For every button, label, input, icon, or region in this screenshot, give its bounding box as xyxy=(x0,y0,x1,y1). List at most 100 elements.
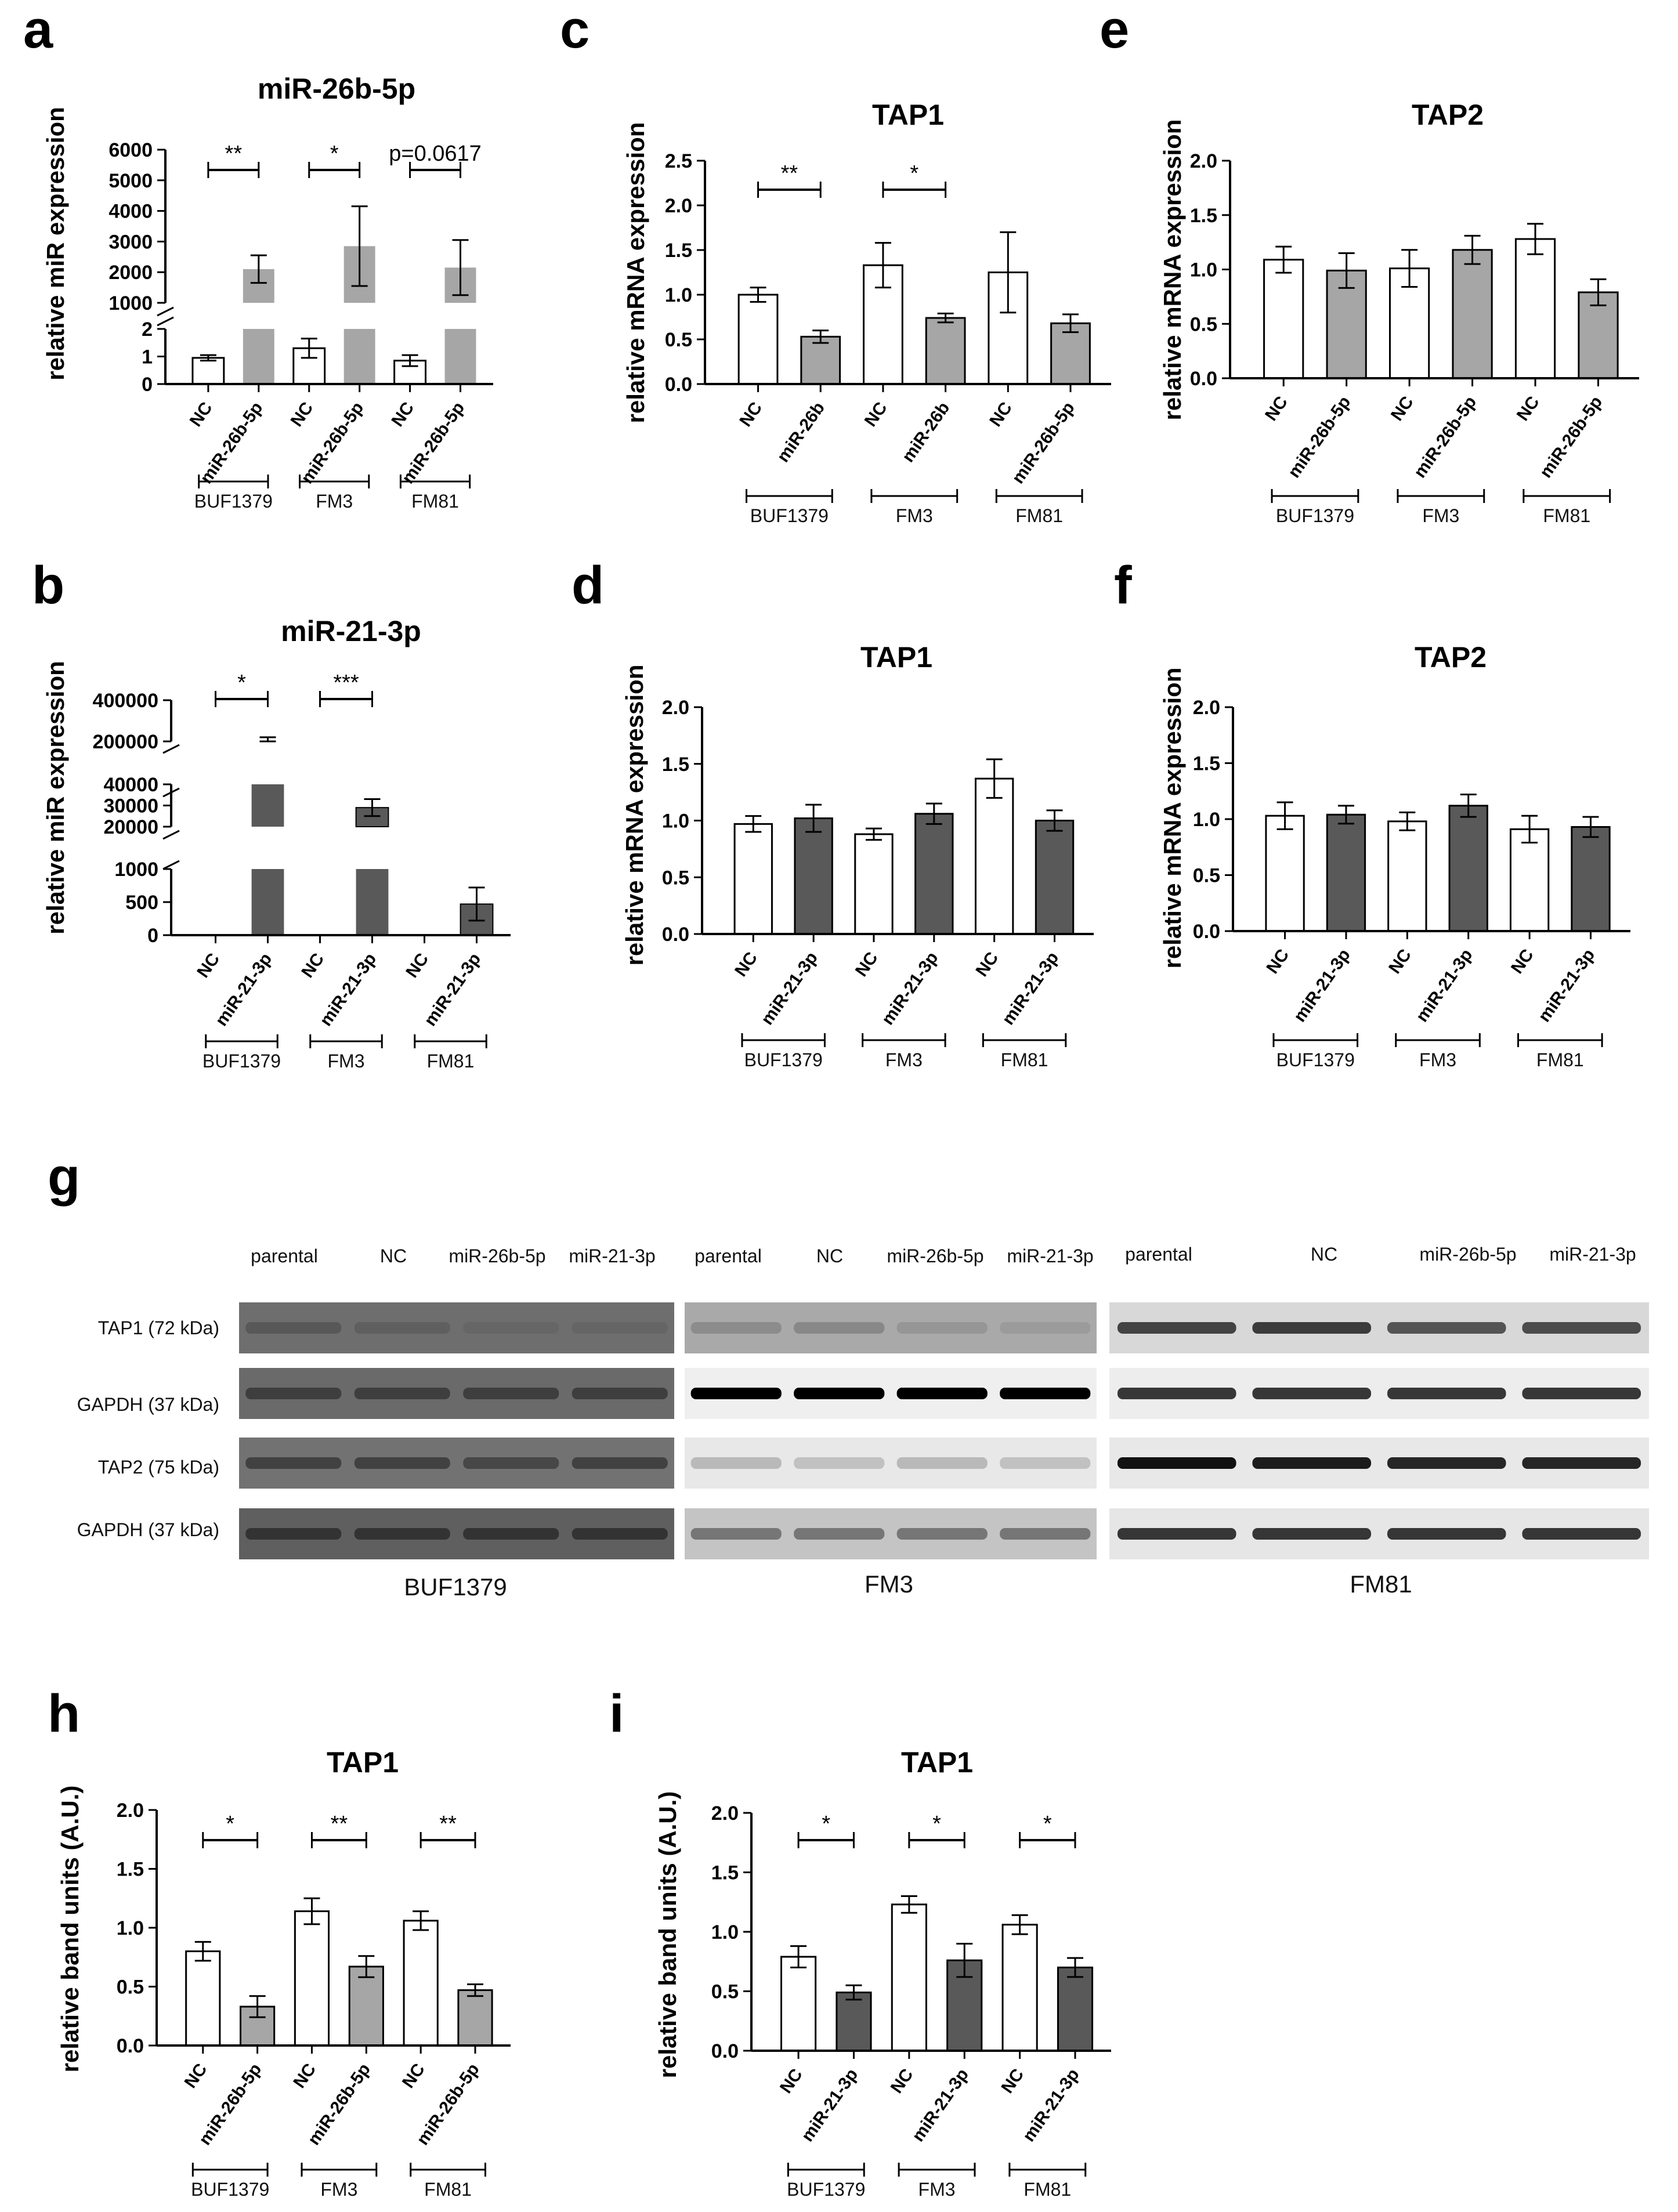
panel-label-b: b xyxy=(32,556,64,615)
significance-label: * xyxy=(822,1812,830,1836)
significance-label: ** xyxy=(781,161,798,186)
y-tick-label: 400000 xyxy=(93,690,158,712)
bar xyxy=(925,317,966,385)
group-label: BUF1379 xyxy=(750,505,829,526)
y-tick-label: 1.5 xyxy=(1190,205,1217,227)
chart-c: 0.0 0.5 1.0 1.5 2.0 2.5 TAP1 relative mRNA expr… xyxy=(622,99,1111,526)
axis-break-mark xyxy=(162,787,180,798)
bar xyxy=(1571,826,1611,932)
group-label: BUF1379 xyxy=(787,2179,865,2200)
y-tick-label: 0 xyxy=(147,925,158,947)
chart-a: 0 1 2 1000 2000 3000 4000 5000 6000 miR-26b-5p rel… xyxy=(42,73,493,512)
y-tick-label: 0.5 xyxy=(662,867,689,889)
y-tick-label: 2 xyxy=(142,318,153,341)
axis-break-mark xyxy=(157,316,174,327)
group-label: FM81 xyxy=(1024,2179,1071,2200)
blot-band xyxy=(1252,1457,1372,1469)
y-tick-label: 1000 xyxy=(114,859,158,881)
y-tick-label: 0.5 xyxy=(665,329,692,351)
bar xyxy=(251,784,284,827)
y-axis-label: relative mRNA expression xyxy=(1159,120,1186,421)
x-tick-label: miR-26b-5p xyxy=(1008,399,1079,487)
x-tick-label: NC xyxy=(399,2060,429,2091)
group-label: BUF1379 xyxy=(744,1049,823,1070)
x-tick-label: NC xyxy=(1507,946,1538,977)
y-tick-label: 2.0 xyxy=(1190,150,1217,172)
y-tick-label: 1.5 xyxy=(665,240,692,262)
blot-band xyxy=(1000,1388,1091,1399)
y-tick-label: 1.5 xyxy=(662,754,689,776)
y-tick-label: 2.0 xyxy=(662,697,689,719)
group-label: FM81 xyxy=(424,2179,472,2200)
y-axis-label: relative mRNA expression xyxy=(1159,668,1186,969)
bar xyxy=(1263,259,1304,379)
axis-break-mark xyxy=(162,860,180,870)
x-tick-label: miR-26b xyxy=(898,399,953,466)
y-axis-label: relative band units (A.U.) xyxy=(654,1791,681,2079)
y-tick-label: 1.0 xyxy=(665,284,692,306)
x-tick-label: miR-26b-5p xyxy=(1285,393,1355,482)
bar xyxy=(243,329,274,384)
x-tick-label: miR-21-3p xyxy=(909,2065,972,2145)
y-axis-label: relative miR expression xyxy=(42,107,69,381)
x-tick-label: NC xyxy=(388,399,418,430)
group-label: FM81 xyxy=(1536,1049,1584,1070)
significance-label: * xyxy=(237,671,246,695)
chart-title: TAP2 xyxy=(1412,99,1484,131)
y-tick-label: 0.0 xyxy=(117,2035,144,2057)
x-tick-label: NC xyxy=(1263,946,1293,977)
x-tick-label: NC xyxy=(193,950,223,981)
blot-band xyxy=(1000,1528,1091,1540)
x-tick-label: NC xyxy=(287,399,317,430)
blot-band xyxy=(463,1457,559,1469)
blot-band xyxy=(1117,1388,1236,1399)
y-tick-label: 1.5 xyxy=(711,1862,739,1884)
blot-band xyxy=(1117,1322,1236,1334)
blot-band xyxy=(1522,1322,1641,1334)
lane-label: parental xyxy=(251,1246,318,1266)
bar xyxy=(343,329,375,384)
axis-break-mark xyxy=(162,830,180,840)
blot-band xyxy=(245,1322,342,1334)
bar xyxy=(914,813,954,935)
y-axis-label: relative mRNA expression xyxy=(622,122,649,423)
y-tick-label: 0.0 xyxy=(1193,921,1220,943)
significance-label: * xyxy=(932,1812,941,1836)
western-blot: parental NC miR-26b-5p miR-21-3p parenta… xyxy=(77,1244,1649,1601)
blot-band xyxy=(354,1457,450,1469)
chart-e: 0.0 0.5 1.0 1.5 2.0 TAP2 relative mRNA express… xyxy=(1159,99,1639,526)
y-tick-label: 0.0 xyxy=(711,2040,739,2062)
y-tick-label: 0.5 xyxy=(117,1976,144,1999)
x-tick-label: miR-21-3p xyxy=(878,948,942,1029)
bar xyxy=(891,1903,927,2052)
panel-label-h: h xyxy=(48,1684,80,1743)
y-tick-label: 1000 xyxy=(109,292,153,314)
bar xyxy=(733,823,773,935)
blot-band xyxy=(1117,1528,1236,1540)
y-tick-label: 200000 xyxy=(93,731,158,753)
x-tick-label: miR-21-3p xyxy=(999,948,1062,1029)
bar xyxy=(251,869,284,935)
y-tick-label: 30000 xyxy=(103,795,158,817)
y-tick-label: 20000 xyxy=(103,816,158,838)
y-tick-label: 0 xyxy=(142,374,153,396)
blot-band xyxy=(690,1322,782,1334)
y-tick-label: 1.5 xyxy=(117,1859,144,1881)
bar xyxy=(1448,805,1488,932)
x-tick-label: NC xyxy=(736,399,766,430)
y-tick-label: 0.5 xyxy=(1193,865,1220,887)
blot-band xyxy=(1387,1457,1506,1469)
y-axis-label: relative mRNA expression xyxy=(621,665,648,966)
blot-band xyxy=(354,1528,450,1540)
x-tick-label: miR-26b-5p xyxy=(1411,393,1481,482)
x-tick-label: miR-26b xyxy=(773,399,829,466)
x-tick-label: miR-21-3p xyxy=(1019,2065,1083,2145)
y-tick-label: 1.0 xyxy=(1190,259,1217,281)
bar xyxy=(1514,238,1556,379)
bar xyxy=(780,1956,817,2052)
blot-band xyxy=(572,1322,668,1334)
x-tick-label: miR-21-3p xyxy=(1290,946,1354,1026)
blot-band xyxy=(354,1322,450,1334)
blot-row-label: TAP1 (72 kDa) xyxy=(98,1317,219,1338)
